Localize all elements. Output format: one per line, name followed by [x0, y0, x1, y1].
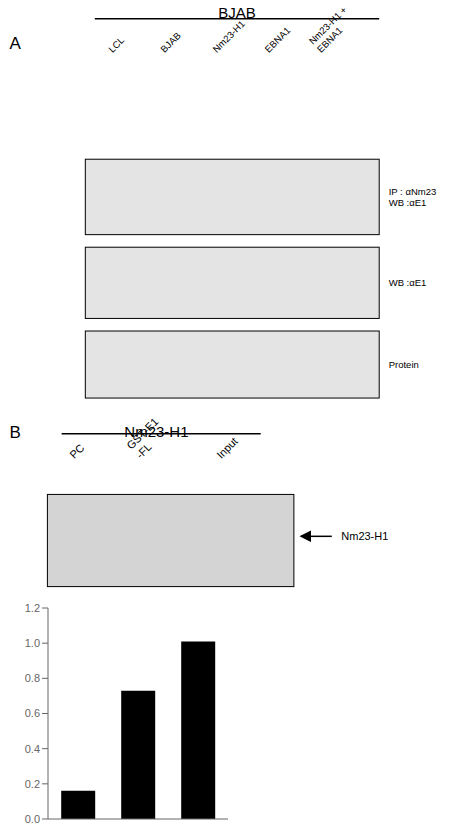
svg-text:Input: Input [214, 435, 240, 461]
svg-text:BJAB: BJAB [158, 30, 183, 55]
svg-text:0.2: 0.2 [25, 778, 40, 790]
svg-text:0.4: 0.4 [25, 743, 40, 755]
svg-text:Nm23-H1: Nm23-H1 [124, 422, 189, 440]
svg-text:1.2: 1.2 [25, 602, 40, 614]
svg-text:0.6: 0.6 [25, 707, 40, 719]
svg-text:Protein: Protein [389, 359, 419, 370]
svg-text:0.8: 0.8 [25, 672, 40, 684]
svg-text:BJAB: BJAB [218, 3, 256, 21]
svg-text:WB :αE1: WB :αE1 [389, 277, 427, 288]
svg-text:IP : αNm23WB :αE1: IP : αNm23WB :αE1 [389, 186, 437, 208]
svg-text:GST-E1-FL: GST-E1-FL [124, 415, 169, 460]
svg-text:B: B [9, 423, 20, 442]
svg-text:Nm23-H1: Nm23-H1 [341, 530, 388, 542]
svg-text:PC: PC [67, 441, 86, 460]
svg-text:Nm23-H1: Nm23-H1 [210, 18, 247, 55]
svg-text:Nm23-H1 +EBNA1: Nm23-H1 +EBNA1 [307, 4, 358, 55]
svg-text:1.0: 1.0 [25, 637, 40, 649]
svg-text:LCL: LCL [106, 34, 126, 54]
svg-text:A: A [9, 34, 21, 53]
svg-text:0.0: 0.0 [25, 813, 40, 825]
svg-text:EBNA1: EBNA1 [262, 25, 292, 55]
